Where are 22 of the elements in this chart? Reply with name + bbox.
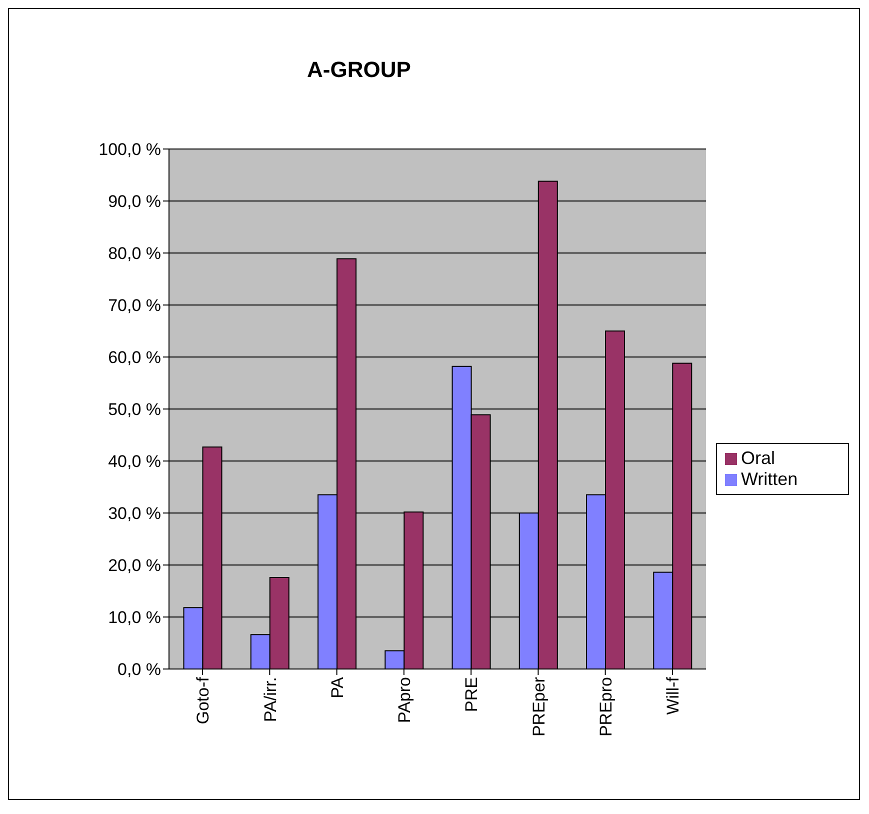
y-tick-label: 50,0 % (108, 400, 161, 420)
x-tick-label: PA (328, 676, 347, 698)
x-tick-label: PA/irr. (260, 677, 280, 722)
y-tick-label: 20,0 % (108, 556, 161, 576)
y-tick-label: 60,0 % (108, 348, 161, 368)
x-tick-label: PREpro (596, 677, 616, 737)
y-tick-label: 30,0 % (108, 504, 161, 524)
y-tick-label: 100,0 % (98, 140, 161, 160)
y-tick-label: 80,0 % (108, 244, 161, 264)
x-tick-label: Goto-f (194, 676, 213, 724)
x-tick-label: Will-f (664, 676, 683, 715)
legend-label: Written (741, 469, 798, 489)
y-tick-label: 90,0 % (108, 192, 161, 212)
x-tick-label: PRE (462, 677, 482, 712)
x-tick-label: PApro (395, 677, 414, 723)
x-tick-label: PREper (529, 676, 548, 737)
chart-title: A-GROUP (306, 57, 412, 83)
legend-label: Oral (741, 448, 776, 468)
y-tick-label: 70,0 % (108, 296, 161, 316)
y-tick-label: 10,0 % (108, 608, 161, 628)
y-tick-label: 0,0 % (118, 660, 161, 680)
y-tick-label: 40,0 % (108, 452, 161, 472)
